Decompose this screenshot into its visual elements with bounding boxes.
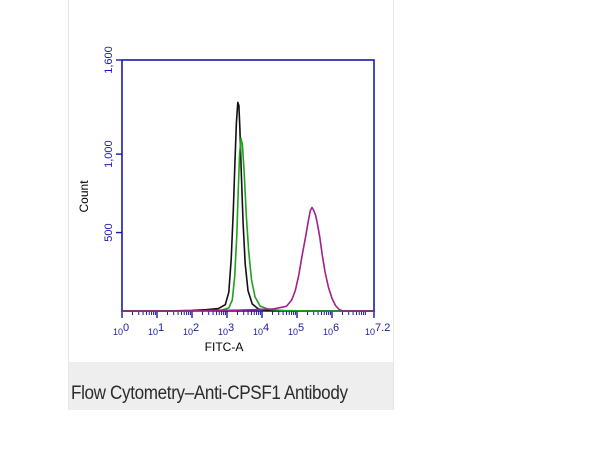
figure-caption: Flow Cytometry–Anti-CPSF1 Antibody [71,383,348,404]
y-tick-label: 500 [103,223,115,241]
flow-cytometry-histogram: 500 1,000 1,600 100 101 102 103 104 105 106 107.2 F… [77,46,390,354]
plot-frame [121,59,375,312]
x-tick-label: 102 [183,322,199,337]
series-line-3 [122,206,374,312]
figure-card: 500 1,000 1,600 100 101 102 103 104 105 106 107.2 F… [68,0,394,410]
series-line-2 [122,137,374,312]
x-tick-label: 105 [288,322,304,337]
y-tick-label: 1,000 [103,140,115,168]
x-tick-label: 106 [323,322,339,337]
x-tick-label: 107.2 [365,322,390,337]
series-line-1 [122,101,374,312]
x-tick-label: 103 [218,322,234,337]
caption-bar: Flow Cytometry–Anti-CPSF1 Antibody [69,362,393,410]
x-tick-label: 100 [113,322,129,337]
y-axis-title: Count [77,180,91,213]
x-tick-label: 104 [253,322,269,337]
y-tick-label: 1,600 [103,46,115,74]
x-axis-title: FITC-A [205,340,244,354]
x-tick-label: 101 [148,322,164,337]
